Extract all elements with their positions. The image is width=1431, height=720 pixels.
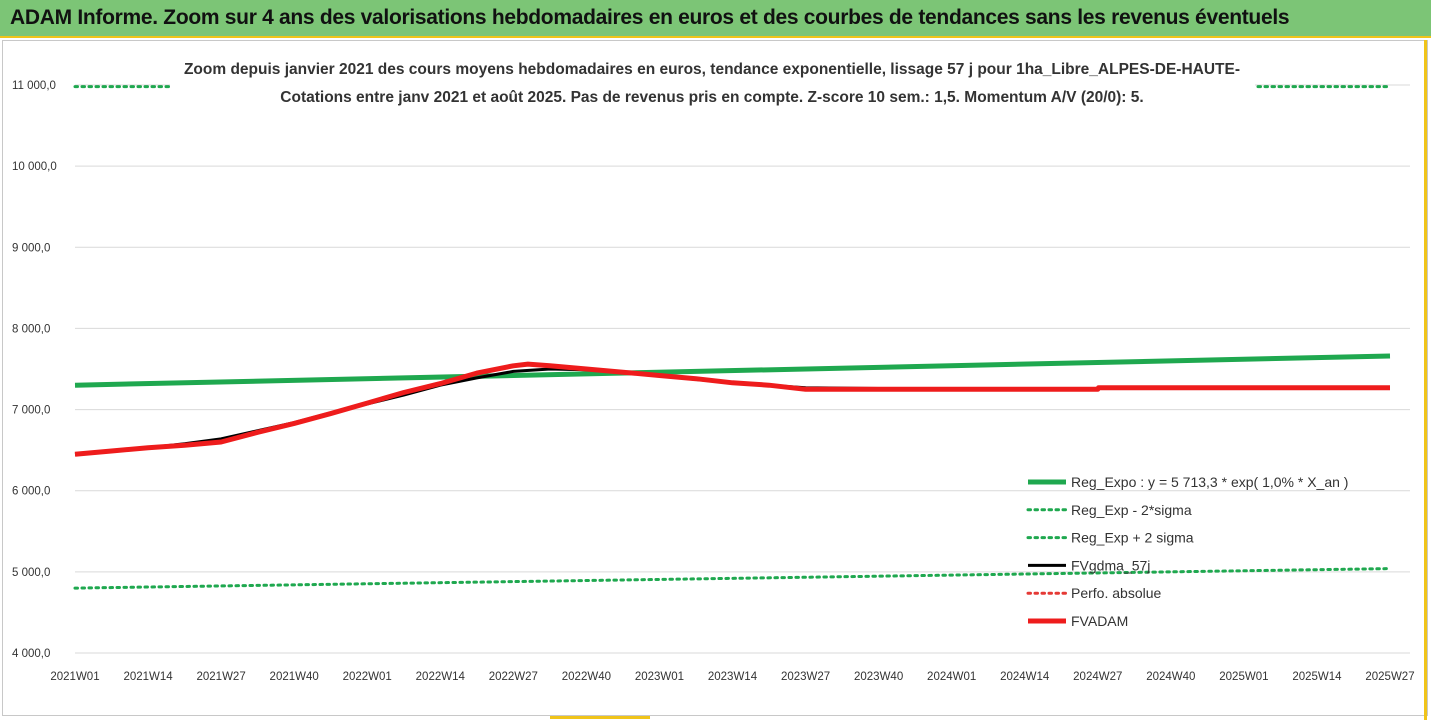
x-tick-label: 2023W14 bbox=[708, 671, 758, 683]
y-tick-label: 7 000,0 bbox=[12, 405, 50, 417]
legend-label: FVgdma_57j bbox=[1071, 557, 1150, 573]
y-tick-label: 8 000,0 bbox=[12, 323, 50, 335]
legend-label: Reg_Expo : y = 5 713,3 * exp( 1,0% * X_a… bbox=[1071, 474, 1348, 490]
x-tick-label: 2025W27 bbox=[1365, 671, 1414, 683]
chart-frame bbox=[2, 40, 1428, 716]
legend: Reg_Expo : y = 5 713,3 * exp( 1,0% * X_a… bbox=[1026, 474, 1348, 629]
x-axis: 2021W01 2021W14 2021W27 2021W40 2022W01 2022W… bbox=[50, 671, 1414, 683]
legend-label: Perfo. absolue bbox=[1071, 585, 1161, 601]
chart-subtitle: Cotations entre janv 2021 et août 2025. … bbox=[280, 89, 1143, 106]
y-tick-label: 9 000,0 bbox=[12, 242, 50, 254]
y-tick-label: 5 000,0 bbox=[12, 567, 50, 579]
x-tick-label: 2023W27 bbox=[781, 671, 830, 683]
x-tick-label: 2024W01 bbox=[927, 671, 976, 683]
x-tick-label: 2025W01 bbox=[1219, 671, 1268, 683]
x-tick-label: 2023W40 bbox=[854, 671, 903, 683]
y-tick-label: 11 000,0 bbox=[12, 80, 56, 92]
y-tick-label: 6 000,0 bbox=[12, 486, 50, 498]
x-tick-label: 2021W14 bbox=[123, 671, 173, 683]
x-tick-label: 2024W40 bbox=[1146, 671, 1195, 683]
legend-label: FVADAM bbox=[1071, 613, 1128, 629]
legend-label: Reg_Exp - 2*sigma bbox=[1071, 502, 1192, 518]
y-tick-label: 4 000,0 bbox=[12, 648, 50, 660]
series-layer bbox=[73, 85, 1392, 590]
series-line-1 bbox=[73, 567, 1392, 590]
frame-accent-bottom bbox=[550, 716, 650, 719]
x-tick-label: 2023W01 bbox=[635, 671, 684, 683]
x-tick-label: 2024W14 bbox=[1000, 671, 1050, 683]
frame-accent-right bbox=[1424, 40, 1427, 720]
x-tick-label: 2022W27 bbox=[489, 671, 538, 683]
x-tick-label: 2024W27 bbox=[1073, 671, 1122, 683]
x-tick-label: 2021W40 bbox=[270, 671, 319, 683]
x-tick-label: 2022W40 bbox=[562, 671, 611, 683]
x-tick-label: 2022W14 bbox=[416, 671, 466, 683]
legend-label: Reg_Exp + 2 sigma bbox=[1071, 530, 1194, 546]
y-tick-label: 10 000,0 bbox=[12, 161, 57, 173]
x-tick-label: 2021W01 bbox=[50, 671, 99, 683]
title-background bbox=[170, 52, 1255, 110]
y-axis: 11 000,0 10 000,0 9 000,0 8 000,0 7 000,0 6 0… bbox=[12, 80, 57, 660]
report-title: ADAM Informe. Zoom sur 4 ans des valoris… bbox=[10, 6, 1290, 29]
chart-title: Zoom depuis janvier 2021 des cours moyen… bbox=[184, 61, 1240, 78]
x-tick-label: 2021W27 bbox=[196, 671, 245, 683]
report-banner: ADAM Informe. Zoom sur 4 ans des valoris… bbox=[0, 0, 1431, 38]
x-tick-label: 2022W01 bbox=[343, 671, 392, 683]
series-line-0 bbox=[74, 353, 1391, 388]
x-tick-label: 2025W14 bbox=[1292, 671, 1342, 683]
series-line-5 bbox=[74, 361, 1390, 457]
